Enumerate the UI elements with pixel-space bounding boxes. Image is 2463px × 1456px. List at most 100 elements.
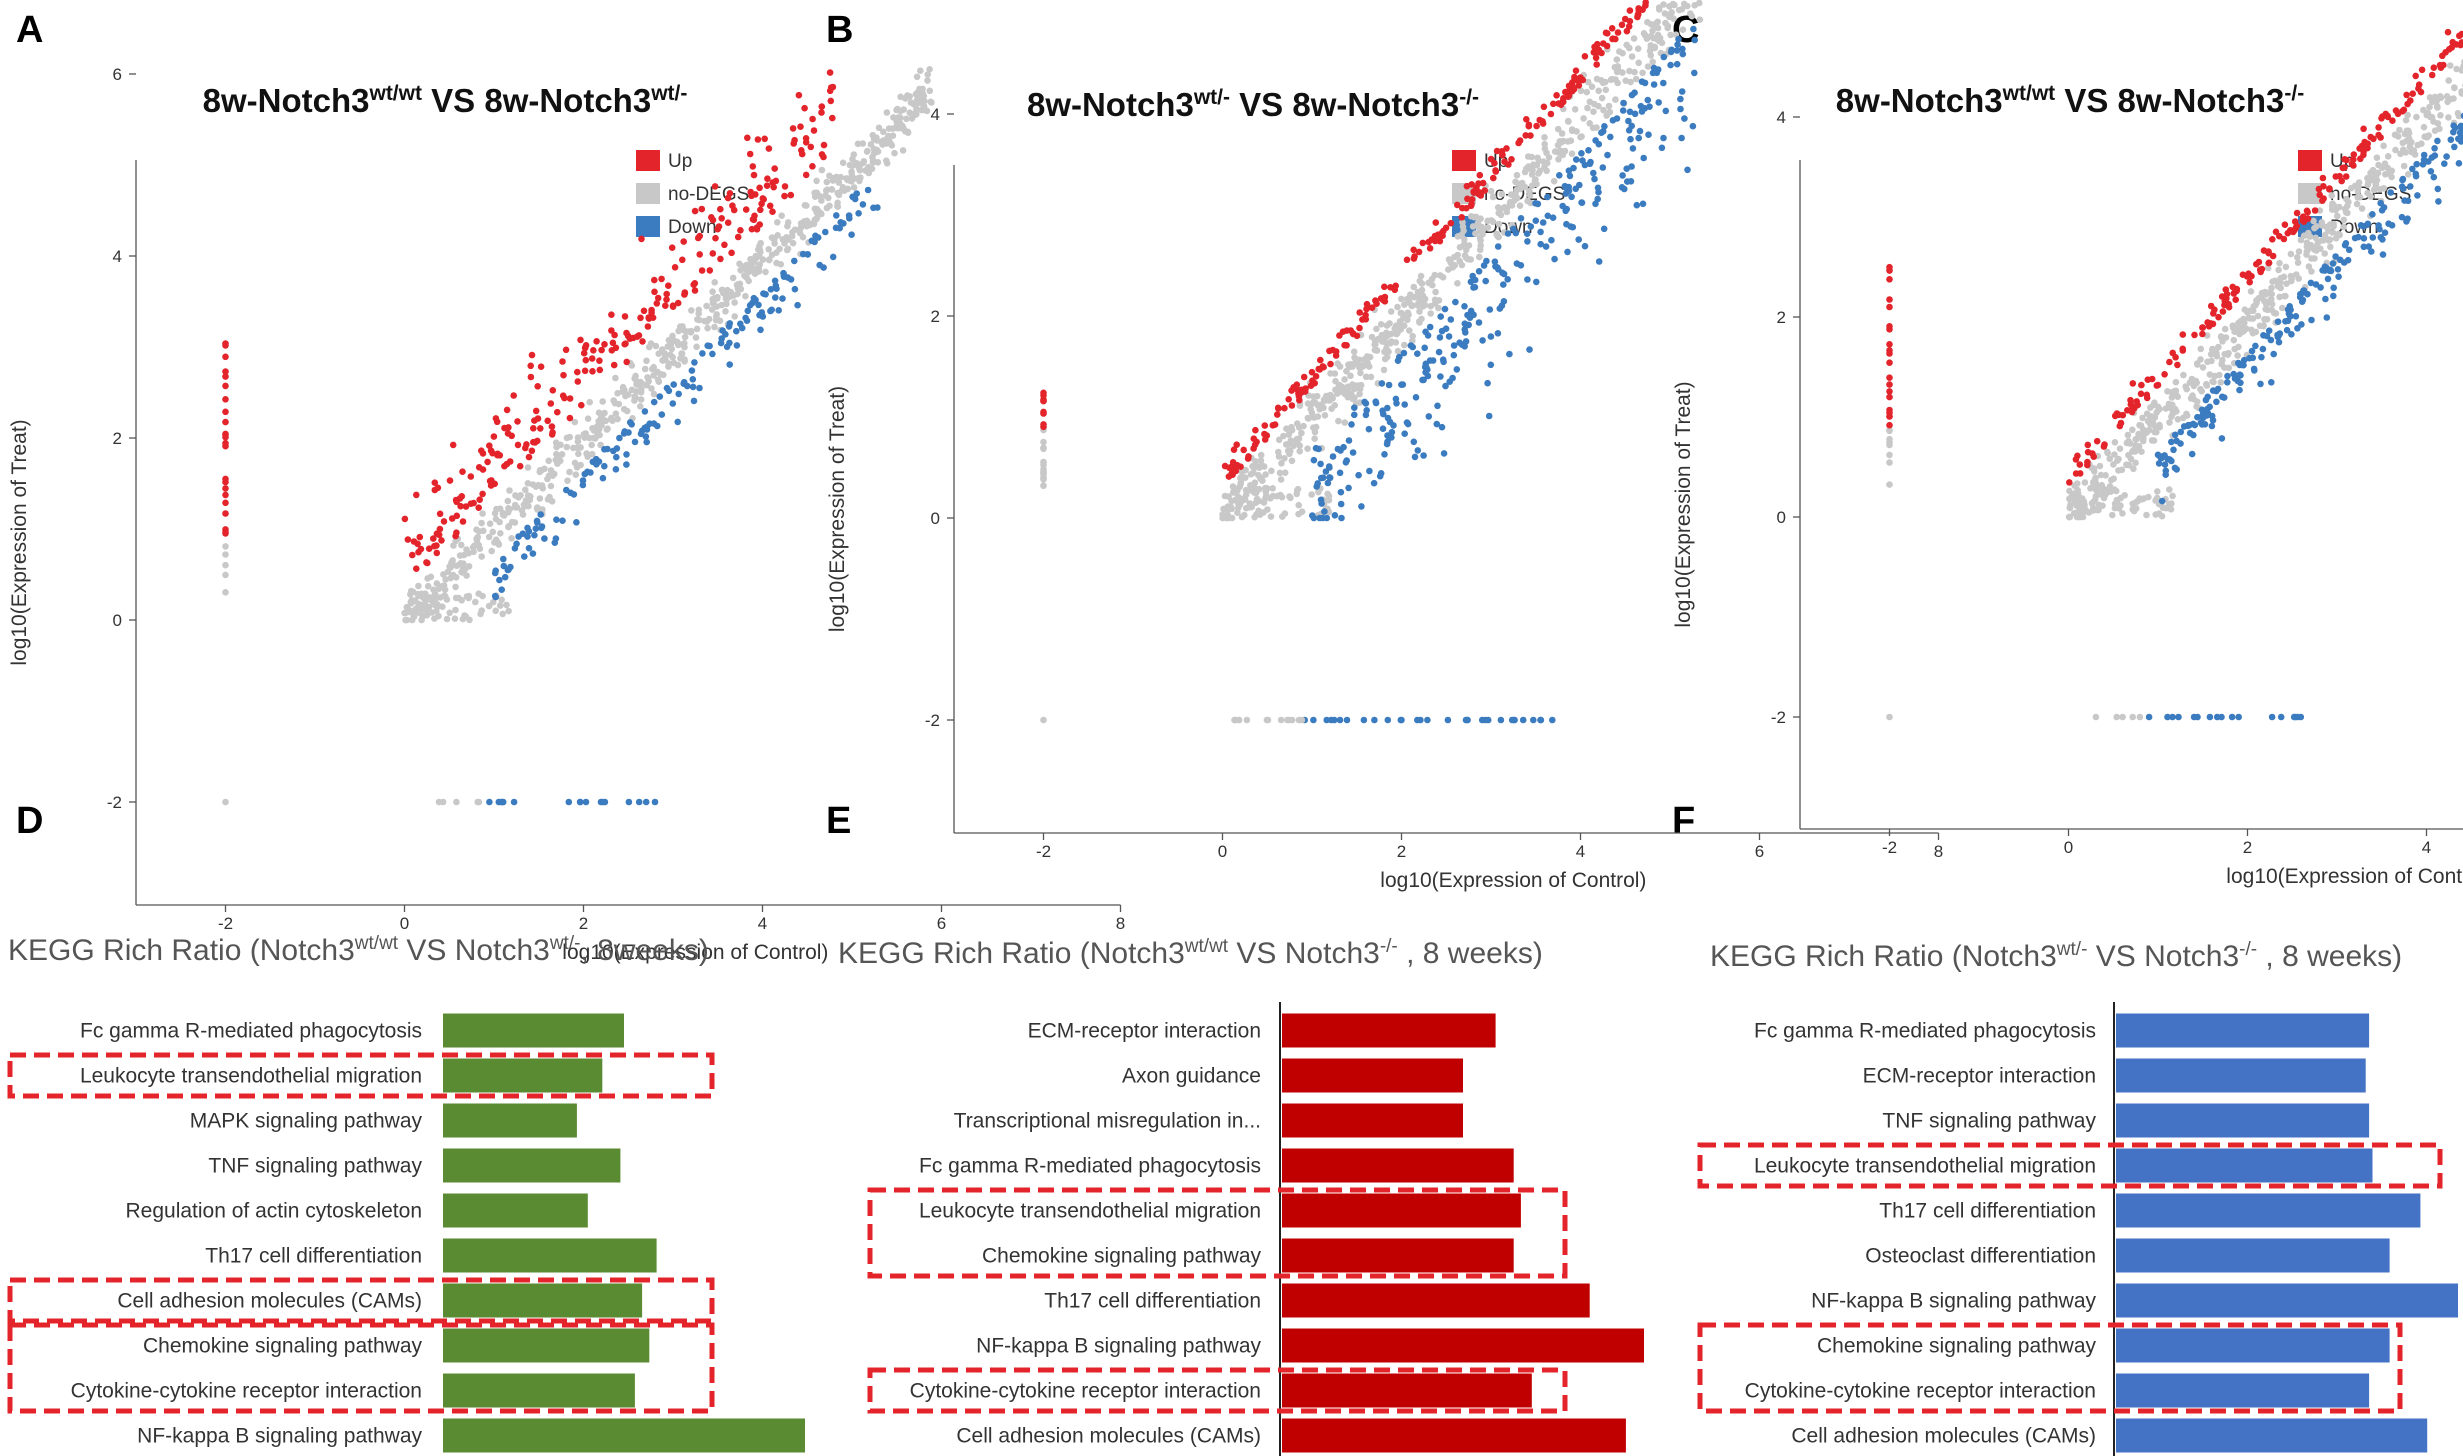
point-down xyxy=(1506,350,1513,358)
point-nodegs xyxy=(924,77,931,84)
point-nodegs xyxy=(716,317,724,325)
point-down xyxy=(1345,437,1353,444)
point-down xyxy=(2218,713,2225,721)
point-nodegs xyxy=(908,115,916,122)
point-nodegs xyxy=(489,528,497,536)
scatter-points xyxy=(1886,28,2463,721)
point-down xyxy=(859,201,867,208)
point-nodegs xyxy=(423,611,431,619)
point-up xyxy=(593,338,600,345)
point-down xyxy=(1336,469,1344,477)
point-nodegs xyxy=(1257,457,1265,464)
point-nodegs xyxy=(1296,447,1303,455)
highlight-box xyxy=(1697,1142,2443,1189)
point-nodegs xyxy=(439,798,447,806)
point-up xyxy=(457,502,464,510)
point-up xyxy=(2384,112,2391,120)
point-nodegs xyxy=(1252,458,1259,465)
point-down xyxy=(2206,713,2214,721)
point-nodegs xyxy=(2111,486,2118,493)
point-down xyxy=(2385,220,2392,227)
point-nodegs xyxy=(1269,492,1277,500)
point-down xyxy=(582,798,590,806)
point-up xyxy=(523,441,530,448)
point-down xyxy=(1440,450,1448,457)
point-nodegs xyxy=(403,616,411,624)
point-down xyxy=(599,474,607,482)
bar-category-label: ECM-receptor interaction xyxy=(1028,1020,1261,1043)
point-nodegs xyxy=(693,343,700,351)
point-nodegs xyxy=(854,140,862,148)
point-nodegs xyxy=(1696,16,1704,24)
point-nodegs xyxy=(765,246,772,253)
point-down xyxy=(2283,326,2291,334)
point-nodegs xyxy=(2437,93,2444,100)
legend-label-up: Up xyxy=(2330,151,2354,172)
point-nodegs xyxy=(602,417,609,425)
point-nodegs xyxy=(803,222,811,230)
point-nodegs xyxy=(1529,166,1536,174)
point-nodegs xyxy=(913,111,920,118)
point-up xyxy=(1600,40,1607,47)
point-up xyxy=(486,442,493,450)
y-tick-label: 4 xyxy=(113,247,122,266)
point-nodegs xyxy=(2354,194,2361,201)
point-up xyxy=(501,462,508,470)
point-nodegs xyxy=(453,798,460,806)
point-up xyxy=(2311,207,2319,214)
point-nodegs xyxy=(1602,86,1610,94)
point-down xyxy=(1319,514,1327,522)
point-up xyxy=(494,451,501,459)
point-down xyxy=(1379,425,1387,433)
point-nodegs xyxy=(498,596,506,604)
point-nodegs xyxy=(1623,41,1630,49)
point-nodegs xyxy=(1398,309,1405,317)
point-down xyxy=(1485,412,1493,420)
y-tick-label: 0 xyxy=(931,509,940,528)
point-nodegs xyxy=(784,222,791,230)
point-nodegs xyxy=(1321,412,1329,419)
point-nodegs xyxy=(504,497,512,505)
point-nodegs xyxy=(2067,501,2074,508)
point-down xyxy=(2447,136,2455,143)
point-up xyxy=(750,171,758,179)
point-down xyxy=(2263,332,2271,340)
point-down xyxy=(2235,359,2242,367)
point-up xyxy=(658,275,665,283)
point-nodegs xyxy=(1324,490,1331,498)
point-up xyxy=(2428,71,2436,79)
point-up xyxy=(1886,359,1893,367)
title-segment: VS 8w-Notch3 xyxy=(422,82,651,119)
point-up xyxy=(413,565,420,572)
point-nodegs xyxy=(1288,716,1296,724)
point-down xyxy=(1504,276,1511,283)
point-up xyxy=(771,165,778,172)
bar-category-label: Fc gamma R-mediated phagocytosis xyxy=(80,1020,422,1043)
point-nodegs xyxy=(1421,301,1429,309)
point-nodegs xyxy=(1345,384,1353,391)
point-down xyxy=(500,555,507,563)
point-nodegs xyxy=(2073,480,2081,487)
point-nodegs xyxy=(774,219,781,226)
point-nodegs xyxy=(664,343,671,350)
point-nodegs xyxy=(1687,10,1694,17)
point-down xyxy=(2308,316,2315,324)
point-nodegs xyxy=(451,615,459,622)
point-down xyxy=(1381,451,1388,458)
point-nodegs xyxy=(1588,83,1596,90)
point-down xyxy=(1319,474,1327,482)
point-down xyxy=(1358,503,1365,510)
point-up xyxy=(2076,461,2084,468)
point-nodegs xyxy=(497,530,504,537)
point-nodegs xyxy=(1394,303,1401,311)
point-up xyxy=(721,241,728,249)
point-nodegs xyxy=(1287,437,1295,445)
title-superscript: wt/wt xyxy=(354,933,399,954)
point-nodegs xyxy=(405,608,413,616)
point-down xyxy=(1438,327,1446,335)
point-up xyxy=(795,91,803,99)
point-nodegs xyxy=(1535,170,1542,177)
point-nodegs xyxy=(2262,291,2269,298)
point-nodegs xyxy=(1304,400,1312,407)
point-nodegs xyxy=(1597,77,1605,84)
